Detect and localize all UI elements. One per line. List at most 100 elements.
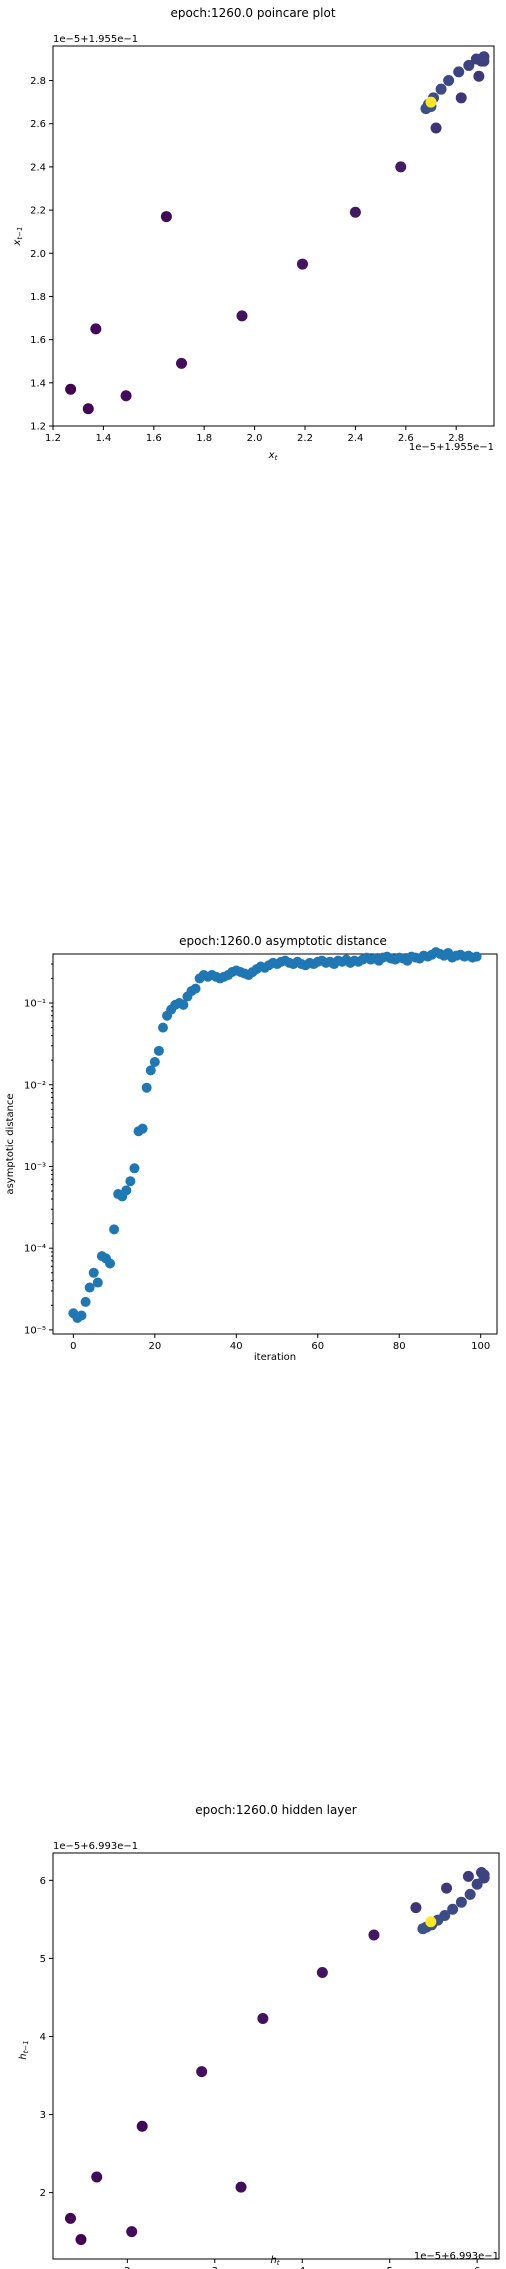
asymptotic-chart: epoch:1260.0 asymptotic distance iterati… bbox=[5, 934, 497, 1363]
poincare-x-tick-label: 2.4 bbox=[347, 433, 363, 444]
asymptotic-y-tick-label: 10⁻⁵ bbox=[24, 1325, 46, 1336]
hidden-point bbox=[137, 2121, 148, 2132]
asymptotic-y-tick-label: 10⁻¹ bbox=[24, 999, 46, 1010]
hidden-point bbox=[368, 1929, 379, 1940]
hidden-point bbox=[75, 2234, 86, 2245]
hidden-point bbox=[410, 1902, 421, 1913]
poincare-x-tick-label: 1.8 bbox=[196, 433, 212, 444]
hidden-points bbox=[65, 1867, 490, 2245]
poincare-point bbox=[90, 323, 101, 334]
poincare-y-tick-label: 1.2 bbox=[30, 422, 46, 433]
hidden-x-label: ht bbox=[270, 2255, 279, 2267]
poincare-point bbox=[83, 403, 94, 414]
asymptotic-x-tick-label: 0 bbox=[70, 1341, 76, 1352]
hidden-point bbox=[463, 1871, 474, 1882]
poincare-chart: epoch:1260.0 poincare plot 1e−5+1.955e−1… bbox=[12, 6, 494, 462]
poincare-point bbox=[473, 71, 484, 82]
poincare-title: epoch:1260.0 poincare plot bbox=[170, 6, 335, 20]
poincare-point bbox=[453, 66, 464, 77]
poincare-x-tick-label: 1.6 bbox=[146, 433, 162, 444]
hidden-point bbox=[65, 2213, 76, 2224]
poincare-y-tick-label: 2.6 bbox=[30, 119, 46, 130]
poincare-point bbox=[478, 51, 489, 62]
poincare-x-tick-label: 2.2 bbox=[297, 433, 313, 444]
poincare-point bbox=[65, 384, 76, 395]
poincare-y-tick-label: 1.6 bbox=[30, 335, 46, 346]
poincare-point bbox=[297, 259, 308, 270]
asymptotic-point bbox=[125, 1176, 135, 1186]
asymptotic-points bbox=[68, 947, 481, 1323]
asymptotic-point bbox=[109, 1224, 119, 1234]
asymptotic-x-tick-label: 100 bbox=[471, 1341, 490, 1352]
hidden-point bbox=[441, 1883, 452, 1894]
hidden-y-offset-label: 1e−5+6.993e−1 bbox=[53, 1841, 138, 1852]
asymptotic-y-tick-label: 10⁻⁴ bbox=[24, 1244, 46, 1255]
poincare-y-tick-label: 2.4 bbox=[30, 162, 46, 173]
poincare-x-tick-label: 2.0 bbox=[247, 433, 263, 444]
poincare-point bbox=[463, 60, 474, 71]
poincare-y-tick-label: 1.8 bbox=[30, 292, 46, 303]
poincare-y-offset-label: 1e−5+1.955e−1 bbox=[53, 34, 138, 45]
asymptotic-point bbox=[154, 1046, 164, 1056]
poincare-x-tick-label: 2.6 bbox=[398, 433, 414, 444]
asymptotic-point bbox=[142, 1083, 152, 1093]
poincare-points bbox=[65, 51, 489, 414]
poincare-point bbox=[237, 310, 248, 321]
poincare-y-tick-label: 2.0 bbox=[30, 249, 46, 260]
hidden-layer-chart: epoch:1260.0 hidden layer 1e−5+6.993e−1 … bbox=[18, 1803, 499, 2269]
poincare-point bbox=[121, 390, 132, 401]
asymptotic-y-label: asymptotic distance bbox=[5, 1093, 16, 1194]
asymptotic-point bbox=[472, 952, 482, 962]
hidden-y-tick-label: 2 bbox=[40, 2188, 46, 2199]
hidden-point bbox=[126, 2226, 137, 2237]
hidden-y-label: ht−1 bbox=[18, 2040, 30, 2059]
asymptotic-point bbox=[150, 1057, 160, 1067]
asymptotic-point bbox=[77, 1311, 87, 1321]
poincare-x-ticks: 1.2 1.4 1.6 1.8 2.0 2.2 2.4 2.6 2.8 bbox=[45, 426, 464, 444]
hidden-axes-frame bbox=[53, 1853, 499, 2259]
hidden-point bbox=[91, 2172, 102, 2183]
asymptotic-x-tick-label: 20 bbox=[148, 1341, 161, 1352]
poincare-point bbox=[176, 358, 187, 369]
asymptotic-x-tick-label: 80 bbox=[393, 1341, 406, 1352]
asymptotic-y-ticks: 10⁻⁵ 10⁻⁴ 10⁻³ 10⁻² 10⁻¹ bbox=[24, 964, 53, 1336]
poincare-y-tick-label: 2.2 bbox=[30, 206, 46, 217]
asymptotic-x-tick-label: 60 bbox=[311, 1341, 324, 1352]
asymptotic-y-tick-label: 10⁻² bbox=[24, 1080, 46, 1091]
hidden-y-ticks: 2 3 4 5 6 bbox=[40, 1876, 53, 2199]
poincare-point bbox=[456, 92, 467, 103]
poincare-x-tick-label: 1.4 bbox=[95, 433, 111, 444]
asymptotic-x-ticks: 0 20 40 60 80 100 bbox=[70, 1334, 490, 1352]
asymptotic-axes-frame bbox=[53, 954, 497, 1334]
poincare-y-tick-label: 2.8 bbox=[30, 76, 46, 87]
hidden-x-offset-label: 1e−5+6.993e−1 bbox=[414, 2251, 499, 2262]
asymptotic-title: epoch:1260.0 asymptotic distance bbox=[179, 934, 387, 948]
hidden-point bbox=[472, 1879, 483, 1890]
poincare-y-label: xt−1 bbox=[12, 227, 24, 247]
asymptotic-point bbox=[89, 1268, 99, 1278]
asymptotic-point bbox=[93, 1278, 103, 1288]
asymptotic-y-tick-label: 10⁻³ bbox=[24, 1162, 46, 1173]
hidden-y-tick-label: 3 bbox=[40, 2110, 46, 2121]
hidden-point bbox=[257, 2013, 268, 2024]
poincare-point bbox=[395, 161, 406, 172]
hidden-point bbox=[425, 1916, 436, 1927]
asymptotic-point bbox=[158, 1023, 168, 1033]
poincare-x-tick-label: 1.2 bbox=[45, 433, 61, 444]
asymptotic-point bbox=[129, 1163, 139, 1173]
hidden-y-tick-label: 5 bbox=[40, 1954, 46, 1965]
poincare-point bbox=[350, 207, 361, 218]
hidden-point bbox=[456, 1897, 467, 1908]
poincare-x-tick-label: 2.8 bbox=[448, 433, 464, 444]
hidden-point bbox=[465, 1889, 476, 1900]
asymptotic-point bbox=[81, 1297, 91, 1307]
poincare-point bbox=[426, 97, 437, 108]
hidden-y-tick-label: 4 bbox=[40, 2032, 46, 2043]
asymptotic-point bbox=[105, 1258, 115, 1268]
hidden-title: epoch:1260.0 hidden layer bbox=[195, 1803, 357, 1817]
asymptotic-x-label: iteration bbox=[254, 1352, 296, 1363]
hidden-point bbox=[236, 2182, 247, 2193]
hidden-point bbox=[317, 1967, 328, 1978]
poincare-point bbox=[161, 211, 172, 222]
poincare-y-tick-label: 1.4 bbox=[30, 378, 46, 389]
